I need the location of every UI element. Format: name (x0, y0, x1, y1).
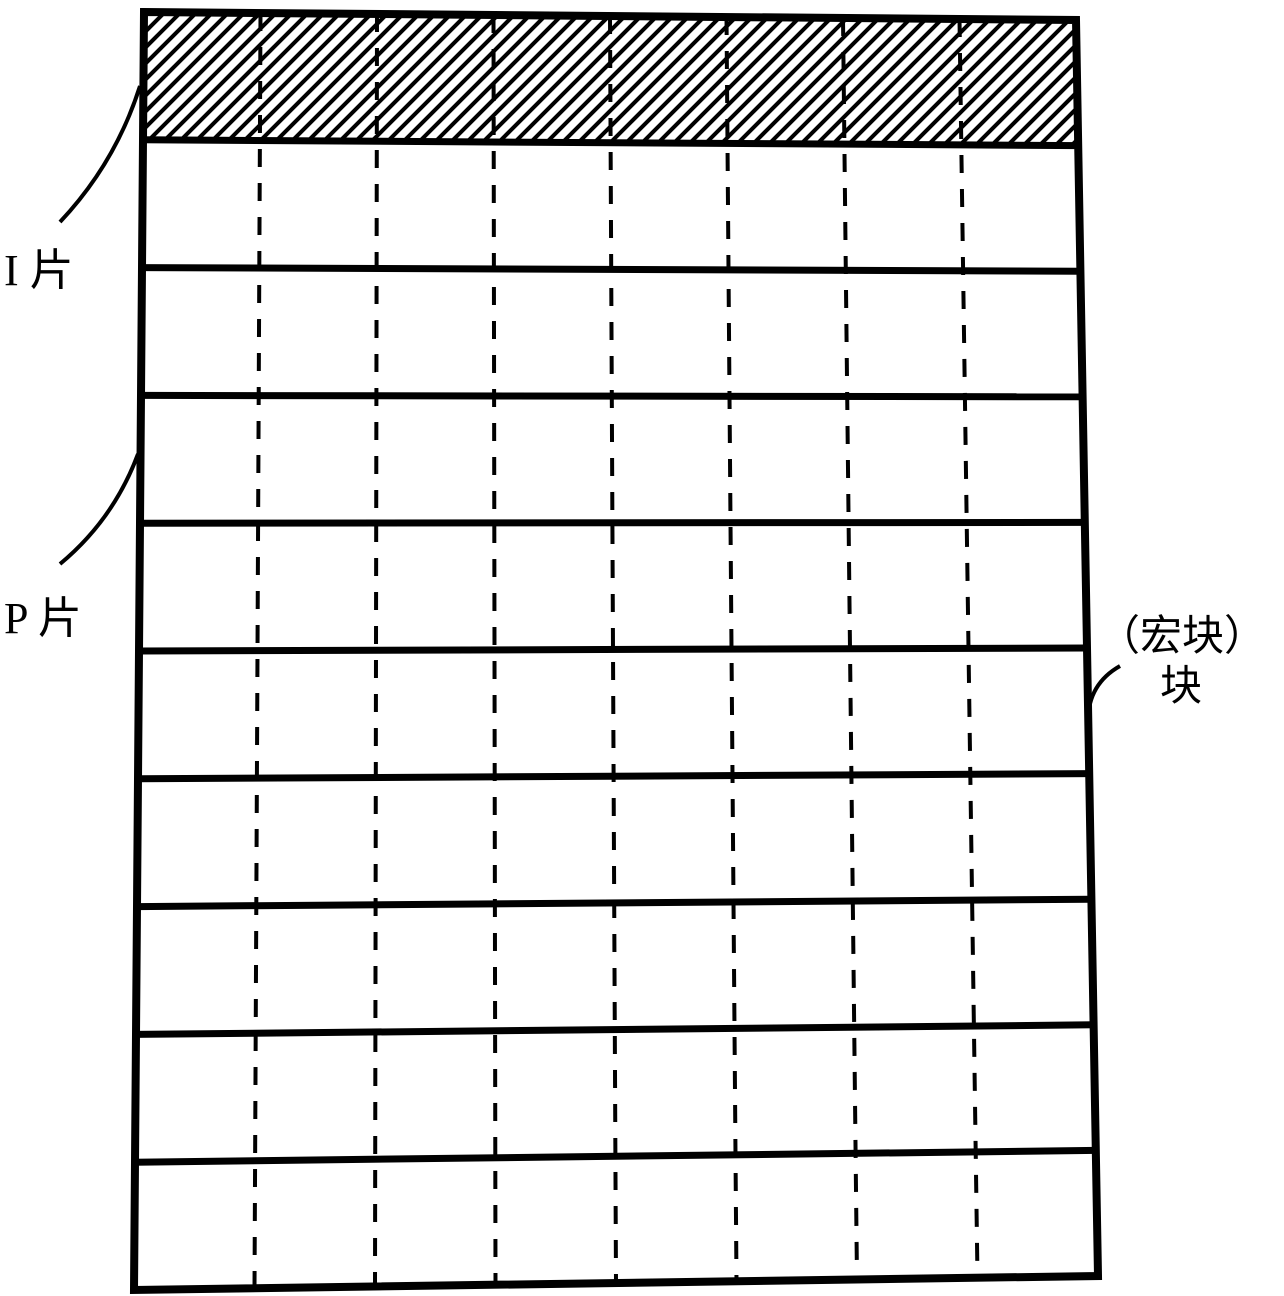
label-i-slice: I 片 (4, 234, 74, 298)
leader-macroblock (1088, 666, 1120, 720)
diagram-stage: I 片 P 片 （宏块） 块 (0, 0, 1284, 1296)
grid-row-divider (137, 899, 1091, 906)
grid-row-divider (136, 1025, 1094, 1035)
hatched-i-slice-row (0, 0, 1284, 196)
grid-row-divider (140, 522, 1085, 523)
leader-p-slice (60, 454, 138, 564)
grid-row-divider (139, 648, 1087, 651)
leader-i-slice (60, 86, 140, 222)
grid-row-divider (142, 268, 1080, 272)
grid-row-divider (143, 140, 1078, 146)
grid-row-divider (138, 774, 1089, 779)
diagram-svg (0, 0, 1284, 1296)
label-p-slice: P 片 (4, 582, 82, 646)
grid-row-divider (141, 395, 1083, 396)
label-macroblock-line2: 块 (1160, 652, 1202, 713)
